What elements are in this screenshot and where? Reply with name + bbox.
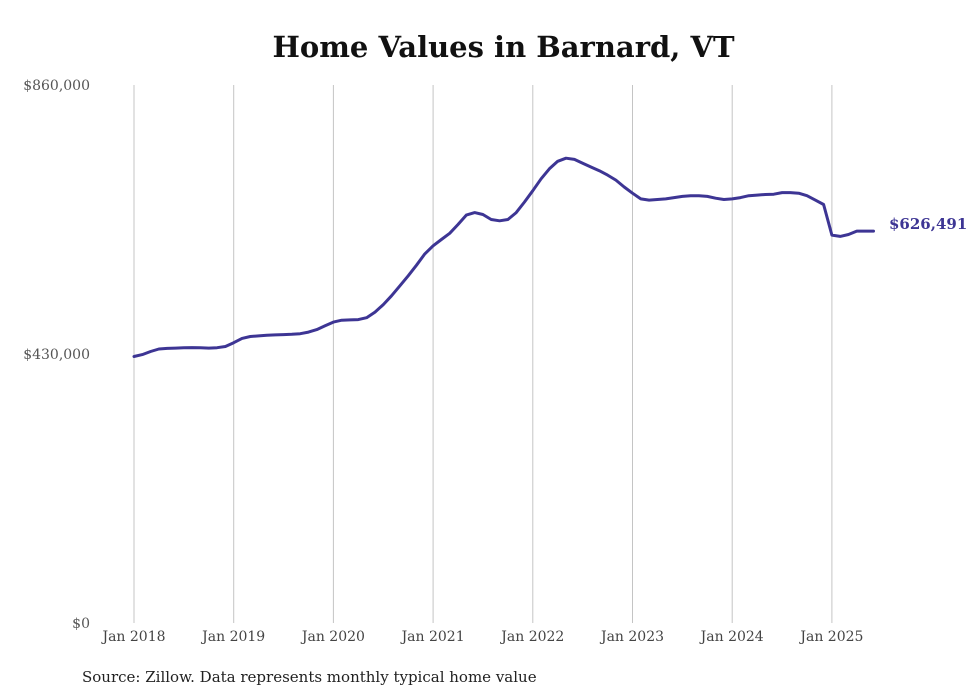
x-tick-label: Jan 2018 [100,629,165,645]
series-layer [132,156,875,358]
gridlines [133,85,833,623]
x-tick-label: Jan 2025 [798,629,863,645]
series-line [132,156,875,358]
x-tick-label: Jan 2020 [300,629,365,645]
x-tick-label: Jan 2019 [200,629,265,645]
source-note: Source: Zillow. Data represents monthly … [82,668,537,686]
x-tick-label: Jan 2023 [599,629,664,645]
x-tick-label: Jan 2021 [400,629,465,645]
y-tick-label: $860,000 [23,78,90,94]
x-tick-label: Jan 2022 [499,629,564,645]
y-tick-label: $430,000 [23,347,90,363]
end-value-label: $626,491 [889,215,967,233]
x-tick-label: Jan 2024 [699,629,764,645]
chart-title: Home Values in Barnard, VT [272,30,735,64]
end-value-label-layer: $626,491 [889,215,967,233]
y-tick-label: $0 [72,616,90,632]
y-axis-tick-labels: $0 $430,000 $860,000 [23,78,90,632]
x-axis-tick-labels: Jan 2018 Jan 2019 Jan 2020 Jan 2021 Jan 2022… [100,629,863,645]
